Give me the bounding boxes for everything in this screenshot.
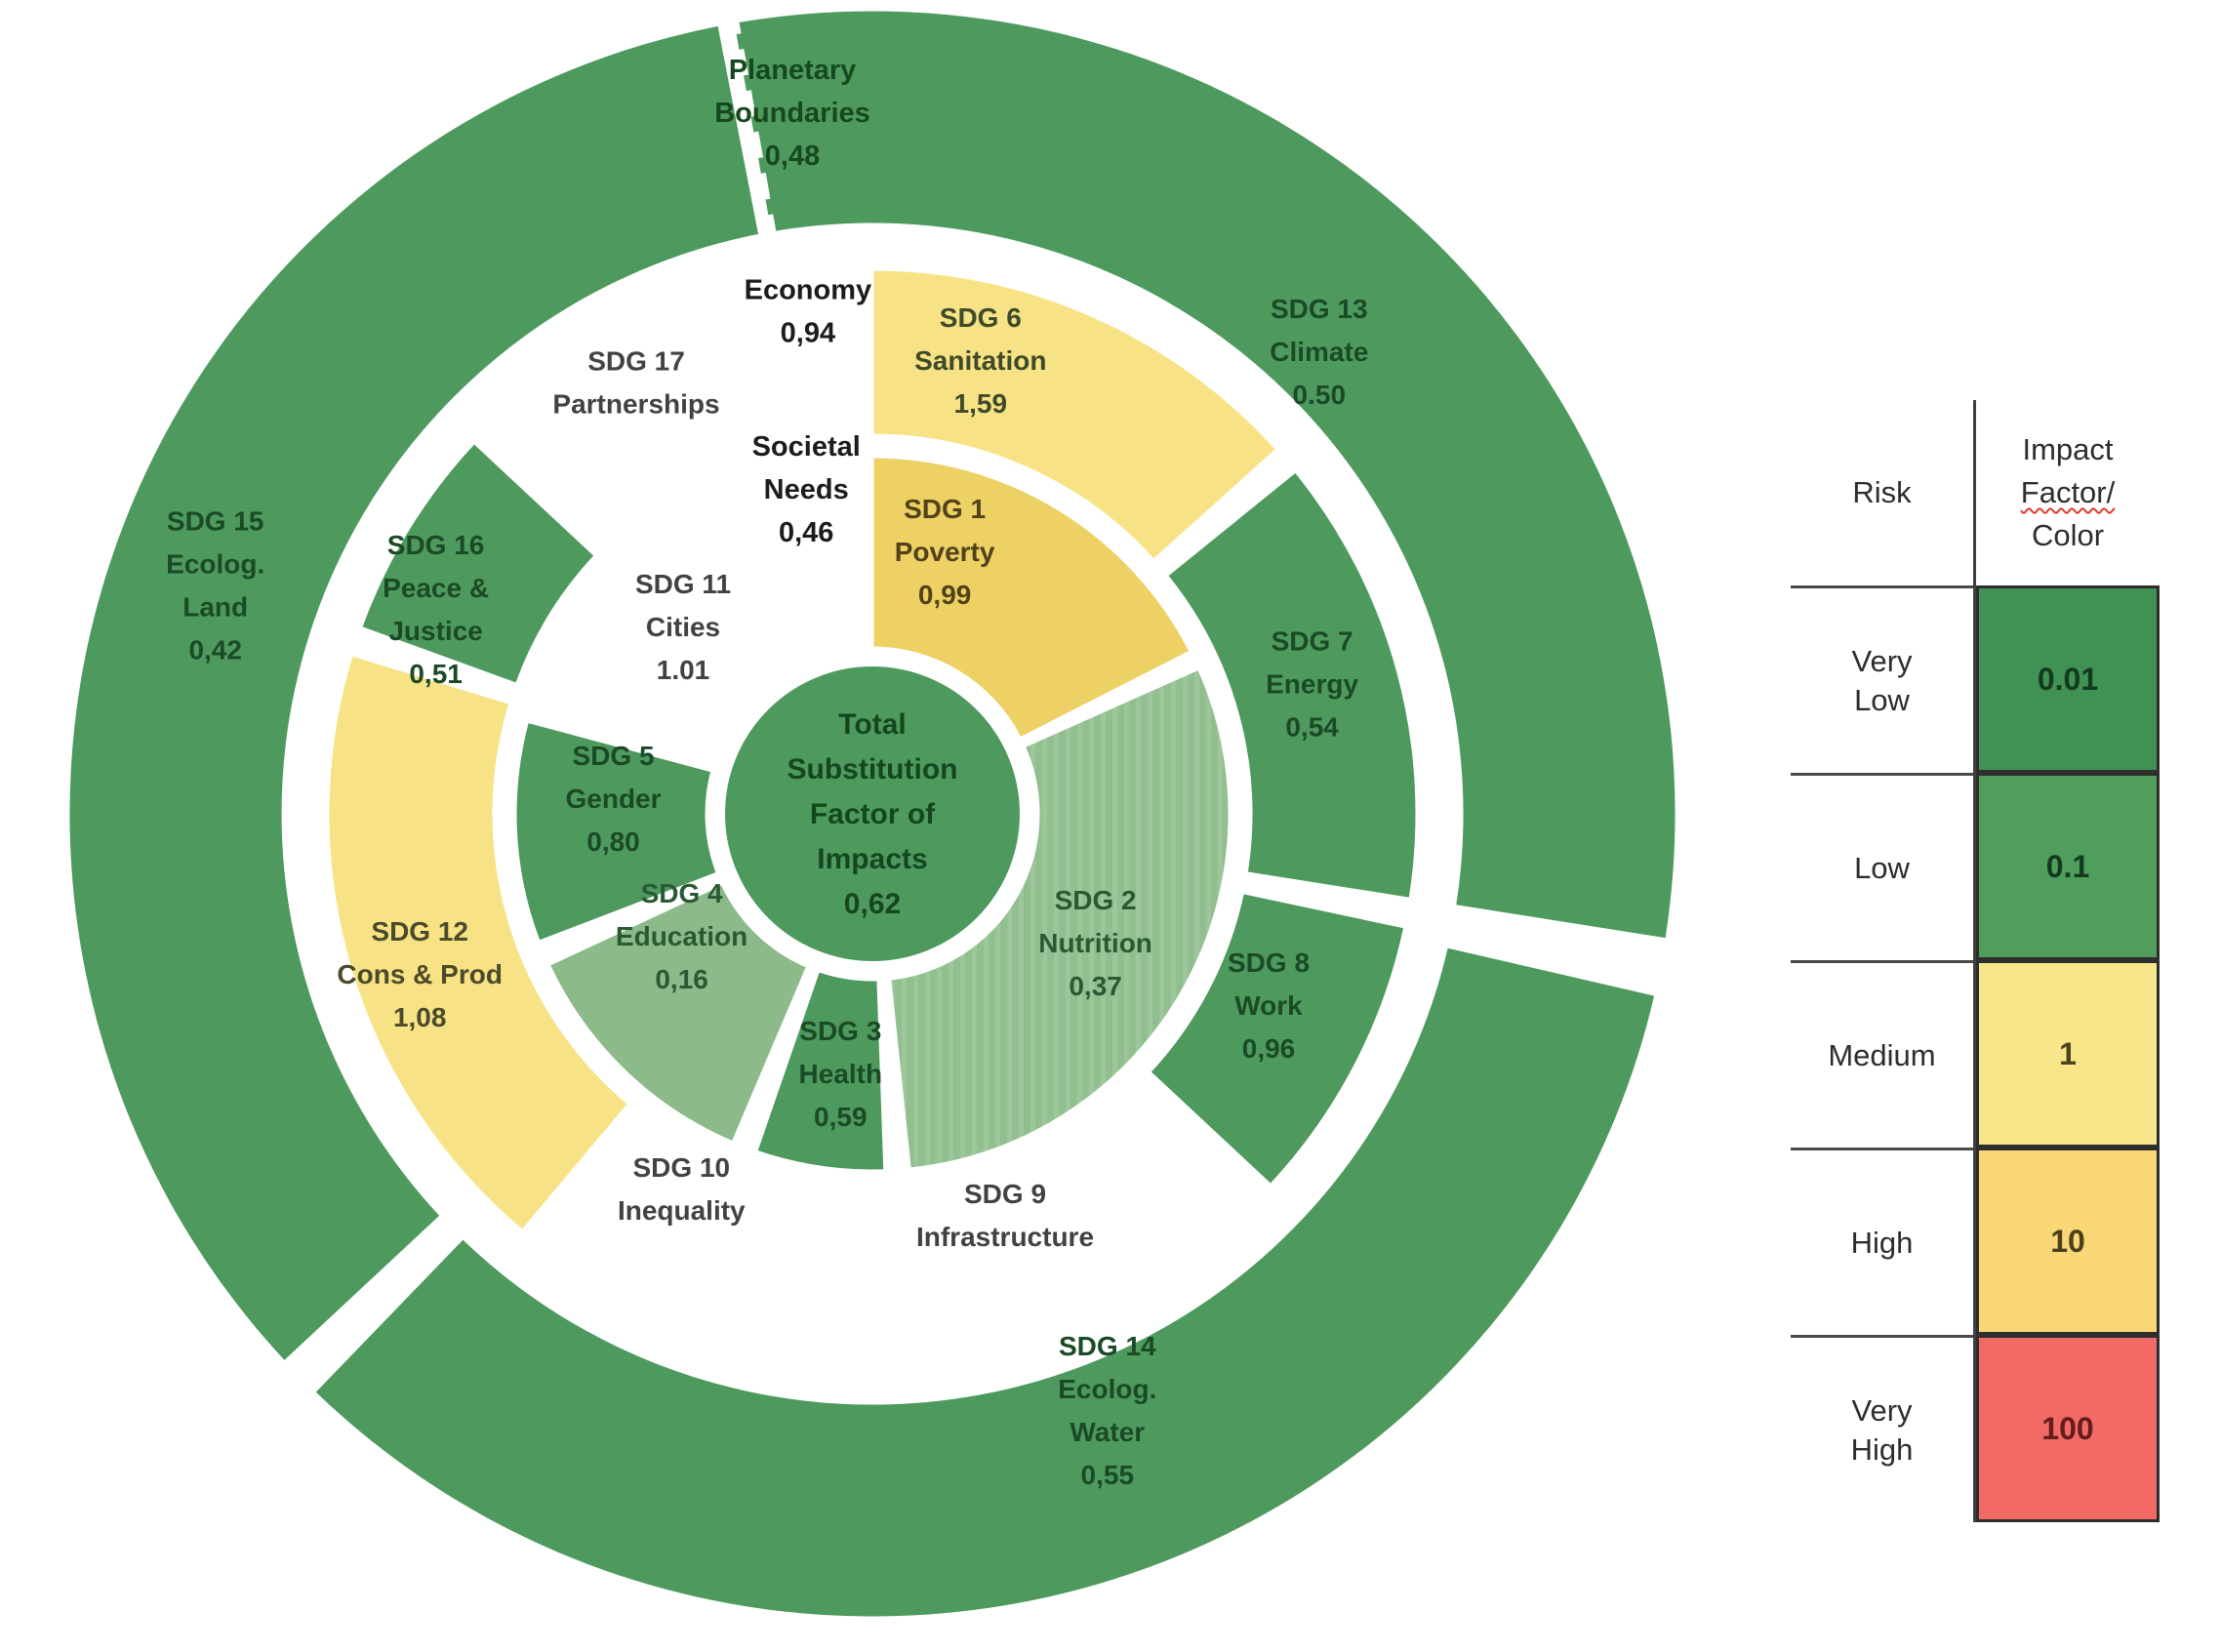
legend-risk-medium: Medium xyxy=(1791,960,1973,1148)
label-sdg1: SDG 1 Poverty 0,99 xyxy=(895,494,995,610)
legend-risk-very-low: Very Low xyxy=(1791,585,1973,773)
segment-sdg7 xyxy=(1164,468,1419,902)
center-label: Total Substitution Factor of Impacts 0,62 xyxy=(787,708,958,920)
label-sdg13: SDG 13 Climate 0.50 xyxy=(1270,294,1368,410)
label-sdg8: SDG 8 Work 0,96 xyxy=(1228,947,1310,1064)
segment-sdg8 xyxy=(1147,890,1407,1188)
legend-cell-very-high: 100 xyxy=(1973,1335,2160,1522)
legend-risk-low: Low xyxy=(1791,773,1973,960)
legend-cell-low: 0.1 xyxy=(1973,773,2160,960)
label-sdg3: SDG 3 Health 0,59 xyxy=(799,1016,883,1132)
label-sdg4: SDG 4 Education 0,16 xyxy=(616,878,747,994)
group-label-societal-needs: Societal Needs 0,46 xyxy=(752,431,861,548)
segment-sdg3 xyxy=(753,968,887,1173)
label-sdg9: SDG 9 Infrastructure xyxy=(916,1179,1094,1252)
group-label-planetary-boundaries: Planetary Boundaries 0,48 xyxy=(714,55,870,172)
risk-legend-table: Risk Impact Factor/ Color Very Low 0.01 L… xyxy=(1791,400,2160,1524)
label-sdg17: SDG 17 Partnerships xyxy=(552,346,719,420)
label-sdg5: SDG 5 Gender 0,80 xyxy=(565,741,661,857)
label-sdg7: SDG 7 Energy 0,54 xyxy=(1266,625,1358,742)
label-sdg10: SDG 10 Inequality xyxy=(618,1152,746,1226)
segment-sdg13 xyxy=(731,8,1678,942)
label-sdg2: SDG 2 Nutrition 0,37 xyxy=(1038,885,1152,1001)
label-sdg14: SDG 14 Ecolog. Water 0,55 xyxy=(1058,1331,1156,1490)
dashed-divider xyxy=(725,13,778,243)
segment-sdg5 xyxy=(513,719,720,945)
segment-sdg14 xyxy=(311,945,1658,1620)
legend-header-risk: Risk xyxy=(1852,475,1912,509)
legend-risk-very-high: Very High xyxy=(1791,1335,1973,1522)
label-sdg16: SDG 16 Peace & Justice 0,51 xyxy=(383,530,489,689)
legend-cell-high: 10 xyxy=(1973,1148,2160,1335)
legend-header-impact-factor: Impact Factor/ Color xyxy=(1973,400,2160,585)
segment-sdg12 xyxy=(326,653,631,1233)
segment-sdg6 xyxy=(870,267,1279,563)
legend-cell-medium: 1 xyxy=(1973,960,2160,1148)
segment-sdg15 xyxy=(66,22,762,1365)
label-sdg11: SDG 11 Cities 1.01 xyxy=(635,569,731,685)
center-circle xyxy=(719,661,1026,967)
legend-cell-very-low: 0.01 xyxy=(1973,585,2160,773)
segment-sdg1 xyxy=(870,455,1193,741)
segment-sdg16 xyxy=(358,440,598,687)
label-sdg6: SDG 6 Sanitation 1,59 xyxy=(914,302,1046,419)
segment-sdg4 xyxy=(546,881,810,1145)
label-sdg12: SDG 12 Cons & Prod 1,08 xyxy=(337,916,503,1032)
group-label-economy: Economy 0,94 xyxy=(745,274,872,348)
label-sdg15: SDG 15 Ecolog. Land 0,42 xyxy=(166,505,264,665)
segment-sdg2 xyxy=(888,666,1232,1171)
legend-risk-high: High xyxy=(1791,1148,1973,1335)
